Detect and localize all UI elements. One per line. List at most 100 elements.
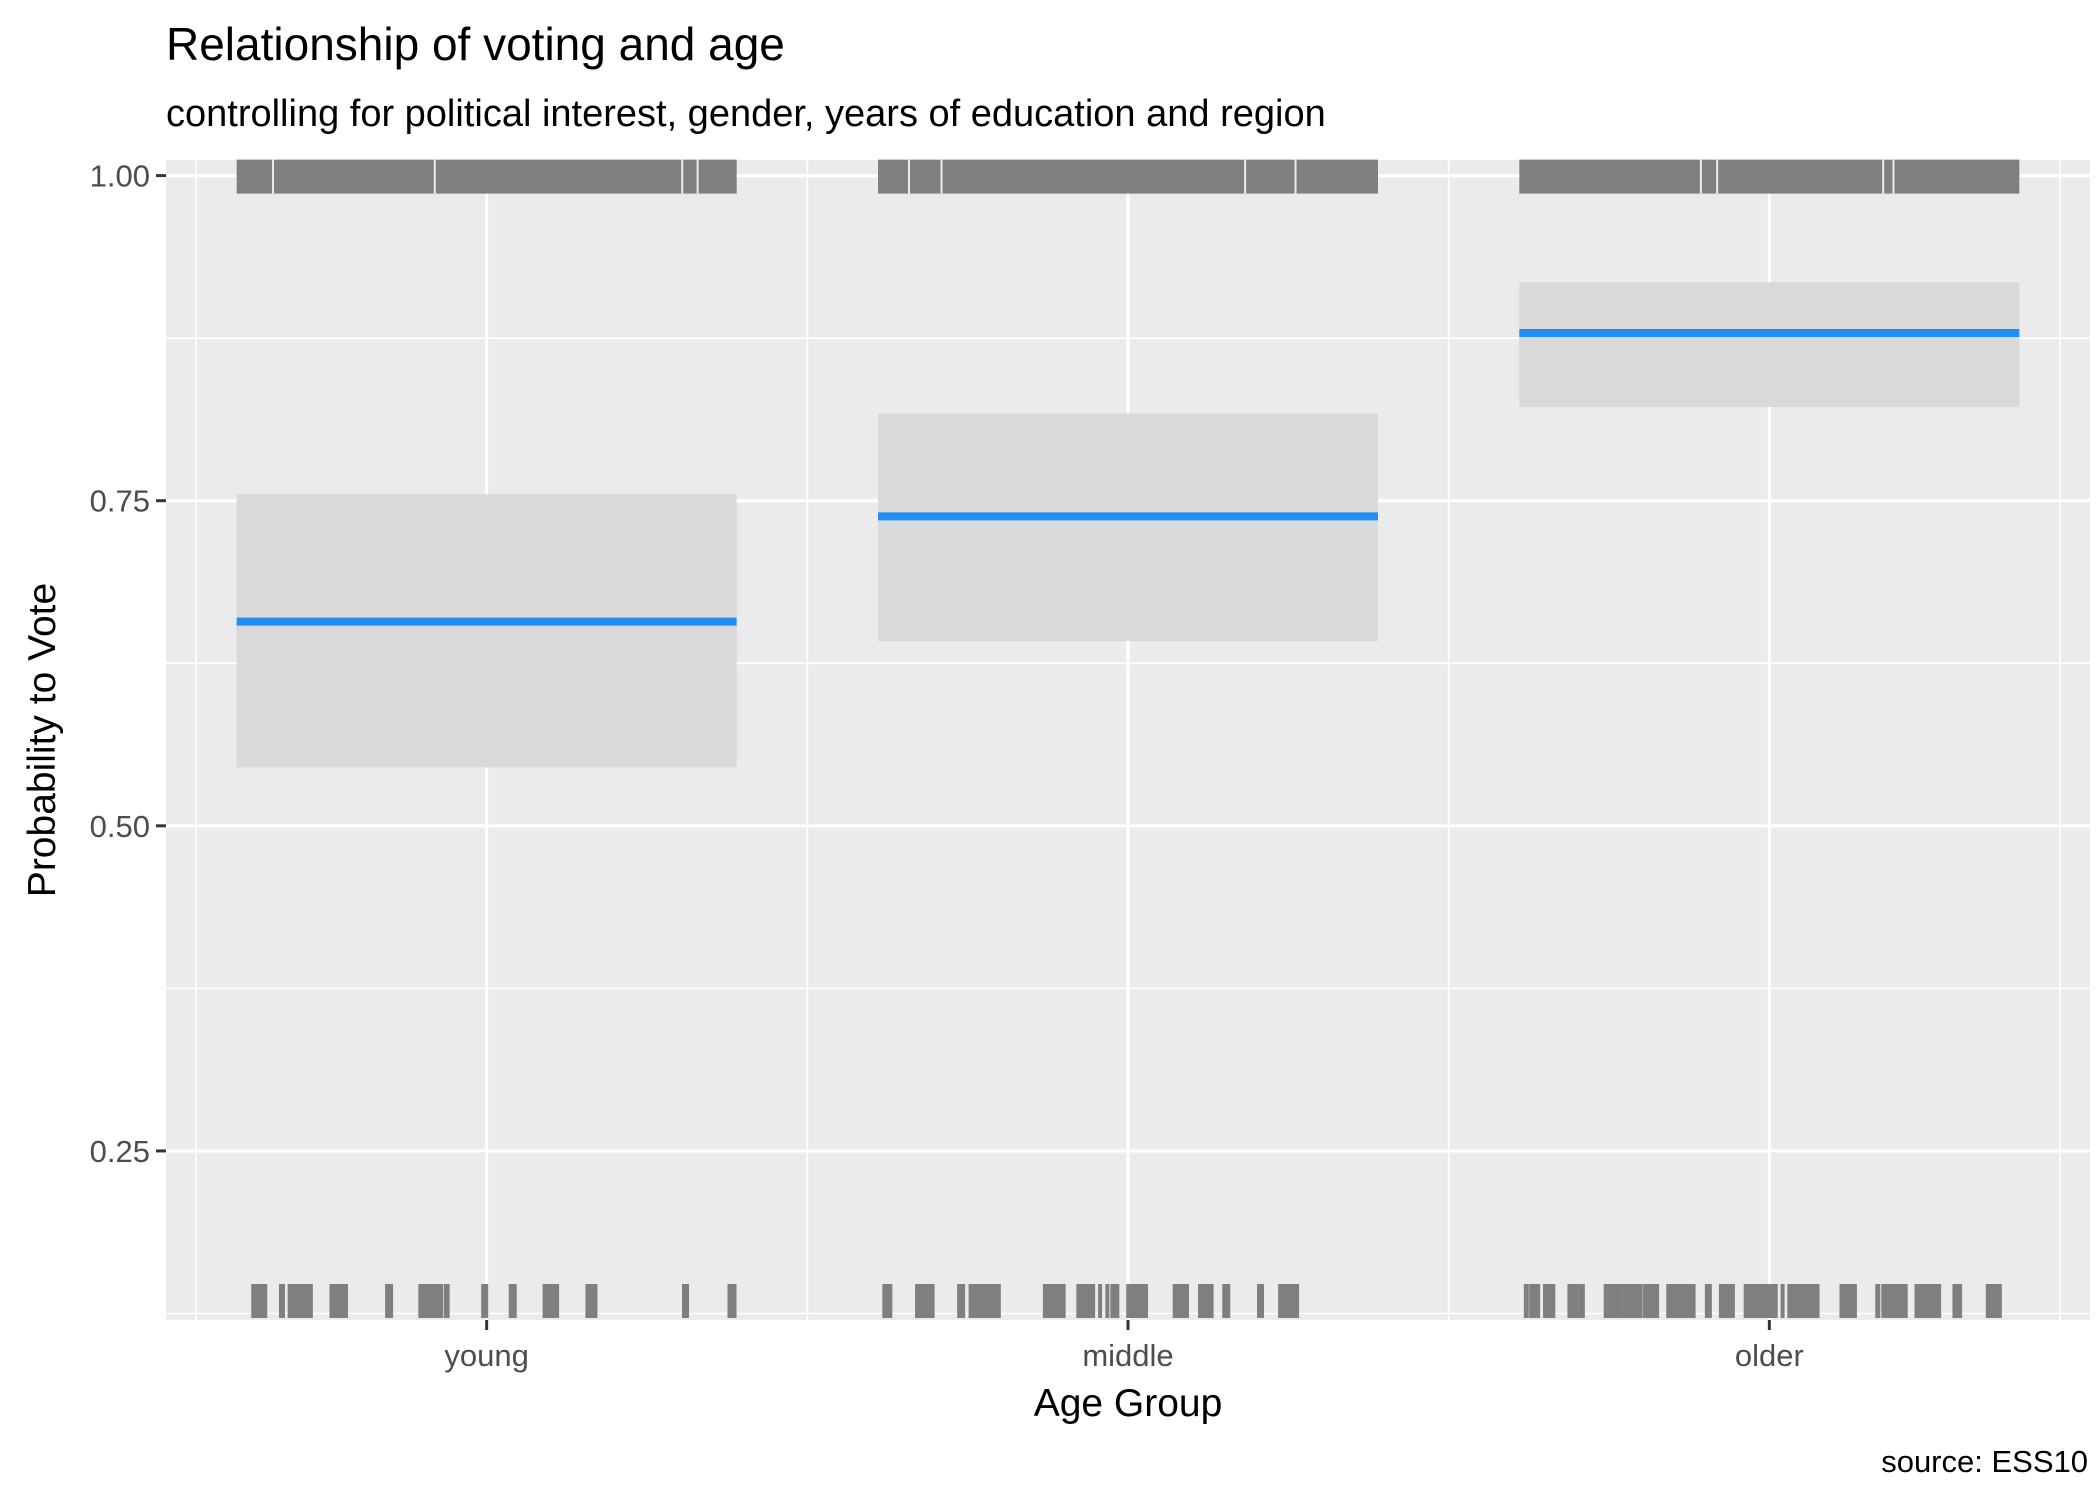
rug-bottom-mark bbox=[1754, 1284, 1762, 1318]
rug-bottom-mark bbox=[547, 1284, 560, 1318]
rug-bottom-mark bbox=[727, 1284, 737, 1318]
rug-bottom-mark bbox=[1718, 1284, 1735, 1318]
rug-bottom-mark bbox=[443, 1284, 450, 1318]
rug-bottom-mark bbox=[985, 1284, 1000, 1318]
rug-bottom-mark bbox=[1623, 1284, 1640, 1318]
confidence-bands bbox=[236, 282, 2020, 768]
rug-bottom-mark bbox=[1769, 1284, 1778, 1318]
rug-bottom-mark bbox=[1787, 1284, 1799, 1318]
rug-bottom-mark bbox=[1953, 1284, 1961, 1318]
rug-bottom-mark bbox=[508, 1284, 517, 1318]
x-tick-label-middle: middle bbox=[1082, 1338, 1173, 1373]
rug-bottom-mark bbox=[1105, 1284, 1110, 1318]
rug-bottom-mark bbox=[1653, 1284, 1660, 1318]
rug-bottom-mark bbox=[418, 1284, 430, 1318]
y-tick-label: 0.25 bbox=[90, 1134, 150, 1169]
rug-bottom-mark bbox=[971, 1284, 986, 1318]
rug-marks bbox=[236, 159, 2020, 1318]
x-tick-label-young: young bbox=[444, 1338, 528, 1373]
rug-bottom-mark bbox=[1578, 1284, 1585, 1318]
rug-bottom-mark bbox=[341, 1284, 348, 1318]
rug-bottom-mark bbox=[1523, 1284, 1529, 1318]
confidence-band-young bbox=[236, 494, 737, 768]
estimate-lines bbox=[236, 328, 2020, 626]
rug-bottom-mark bbox=[1933, 1284, 1942, 1318]
confidence-band-older bbox=[1519, 282, 2020, 408]
y-tick-label: 0.75 bbox=[90, 484, 150, 519]
rug-bottom-mark bbox=[1643, 1284, 1657, 1318]
rug-bottom-mark bbox=[1804, 1284, 1820, 1318]
rug-bottom-mark bbox=[1292, 1284, 1300, 1318]
rug-top-gap bbox=[696, 159, 699, 194]
rug-bottom-mark bbox=[1886, 1284, 1896, 1318]
x-tick-label-older: older bbox=[1735, 1338, 1804, 1373]
rug-bottom-mark bbox=[287, 1284, 302, 1318]
rug-bottom-mark bbox=[957, 1284, 966, 1318]
y-tick-label: 1.00 bbox=[90, 159, 150, 194]
rug-top-gap bbox=[1294, 159, 1297, 194]
rug-bottom-mark bbox=[1666, 1284, 1679, 1318]
chart-title: Relationship of voting and age bbox=[166, 18, 785, 70]
rug-top-gap bbox=[907, 159, 910, 194]
rug-top-gap bbox=[1882, 159, 1885, 194]
rug-bottom-mark bbox=[542, 1284, 550, 1318]
chart-subtitle: controlling for political interest, gend… bbox=[166, 93, 1326, 135]
rug-top-middle bbox=[878, 159, 1378, 194]
rug-bottom-mark bbox=[1173, 1284, 1189, 1318]
rug-bottom-mark bbox=[1278, 1284, 1294, 1318]
rug-bottom-mark bbox=[1875, 1284, 1881, 1318]
rug-bottom-mark bbox=[385, 1284, 394, 1318]
rug-top-gap bbox=[1716, 159, 1719, 194]
rug-bottom-mark bbox=[1201, 1284, 1214, 1318]
rug-top-gap bbox=[1244, 159, 1247, 194]
axes: 0.25 0.50 0.75 1.00 young middle older bbox=[90, 159, 1804, 1373]
rug-bottom-mark bbox=[1129, 1284, 1137, 1318]
rug-bottom-mark bbox=[1890, 1284, 1902, 1318]
rug-bottom-mark bbox=[1997, 1284, 2002, 1318]
rug-bottom-mark bbox=[1780, 1284, 1785, 1318]
rug-bottom-mark bbox=[251, 1284, 268, 1318]
rug-bottom-mark bbox=[1546, 1284, 1556, 1318]
rug-bottom-mark bbox=[1914, 1284, 1920, 1318]
rug-bottom-mark bbox=[433, 1284, 443, 1318]
y-tick-label: 0.50 bbox=[90, 809, 150, 844]
rug-bottom-mark bbox=[1222, 1284, 1231, 1318]
x-axis-title: Age Group bbox=[1034, 1382, 1223, 1425]
rug-bottom-mark bbox=[923, 1284, 935, 1318]
rug-bottom-mark bbox=[1076, 1284, 1083, 1318]
rug-bottom-mark bbox=[481, 1284, 489, 1318]
rug-top-gap bbox=[1892, 159, 1895, 194]
rug-top-gap bbox=[1699, 159, 1702, 194]
rug-bottom-mark bbox=[329, 1284, 345, 1318]
rug-bottom-mark bbox=[882, 1284, 893, 1318]
rug-top-gap bbox=[940, 159, 943, 194]
rug-top-gap bbox=[681, 159, 684, 194]
rug-bottom-mark bbox=[1529, 1284, 1541, 1318]
rug-bottom-mark bbox=[915, 1284, 927, 1318]
rug-bottom-mark bbox=[1916, 1284, 1929, 1318]
rug-bottom-mark bbox=[1172, 1284, 1177, 1318]
rug-bottom-mark bbox=[1570, 1284, 1579, 1318]
rug-bottom-mark bbox=[1257, 1284, 1265, 1318]
rug-bottom-mark bbox=[1110, 1284, 1120, 1318]
rug-bottom-mark bbox=[1679, 1284, 1696, 1318]
chart-caption: source: ESS10 bbox=[1881, 1444, 2088, 1479]
confidence-band-middle bbox=[878, 413, 1378, 642]
rug-bottom-mark bbox=[585, 1284, 598, 1318]
rug-top-gap bbox=[433, 159, 436, 194]
rug-bottom-mark bbox=[1098, 1284, 1103, 1318]
rug-bottom-mark bbox=[1050, 1284, 1066, 1318]
rug-top-older bbox=[1519, 159, 2020, 194]
rug-top-young bbox=[236, 159, 737, 194]
rug-bottom-mark bbox=[1985, 1284, 1999, 1318]
rug-bottom-mark bbox=[1133, 1284, 1144, 1318]
rug-top-gap bbox=[272, 159, 275, 194]
y-axis-title: Probability to Vote bbox=[21, 583, 64, 897]
rug-bottom-mark bbox=[1839, 1284, 1855, 1318]
rug-bottom-mark bbox=[1616, 1284, 1624, 1318]
rug-bottom-mark bbox=[278, 1284, 285, 1318]
rug-bottom-mark bbox=[682, 1284, 690, 1318]
rug-bottom-mark bbox=[1704, 1284, 1712, 1318]
rug-bottom-mark bbox=[1078, 1284, 1096, 1318]
